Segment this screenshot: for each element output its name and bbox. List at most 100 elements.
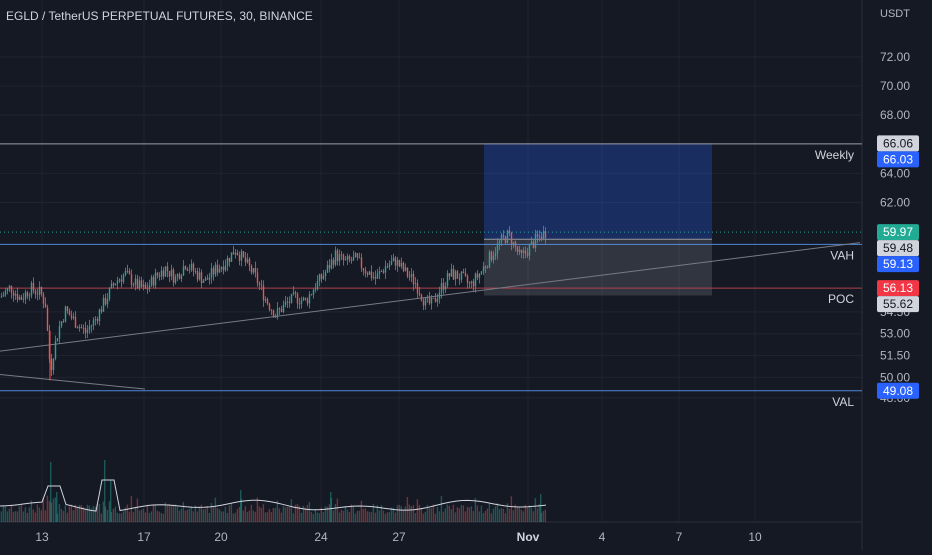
y-tick-label: 62.00: [880, 196, 910, 210]
volume-bar: [78, 504, 81, 522]
volume-bar: [402, 509, 405, 522]
candle-body: [312, 290, 315, 295]
candle-body: [498, 241, 501, 244]
volume-bar: [280, 512, 283, 522]
candle-body: [108, 288, 111, 299]
volume-bar: [0, 511, 3, 522]
volume-bar: [272, 508, 275, 522]
volume-bar: [450, 509, 453, 522]
volume-bar: [98, 503, 101, 522]
volume-bar: [532, 511, 535, 522]
volume-bar: [500, 508, 503, 522]
volume-bar: [470, 506, 473, 522]
volume-bar: [150, 511, 153, 522]
volume-bar: [344, 506, 347, 522]
candle-body: [524, 250, 527, 254]
volume-bar: [442, 511, 445, 522]
volume-bar: [240, 490, 242, 522]
volume-bar: [504, 513, 507, 522]
candle-body: [326, 265, 329, 273]
volume-bar: [540, 494, 542, 522]
candle-body: [410, 274, 413, 277]
candle-body: [324, 272, 327, 277]
volume-bar: [510, 496, 513, 522]
volume-bar: [422, 513, 425, 522]
volume-bar: [212, 507, 215, 522]
candle-body: [292, 292, 295, 294]
candle-body: [442, 283, 445, 290]
y-tick-label: 68.00: [880, 108, 910, 122]
candle-body: [238, 255, 241, 261]
volume-bar: [136, 498, 139, 522]
volume-bar: [462, 505, 465, 522]
candle-body: [350, 259, 353, 261]
candle-body: [64, 306, 67, 322]
candle-body: [392, 257, 395, 262]
candle-body: [116, 280, 119, 284]
volume-bar: [476, 505, 479, 522]
volume-bar: [518, 506, 521, 522]
candle-body: [164, 266, 167, 277]
position-target-zone[interactable]: [484, 143, 712, 240]
volume-bar: [146, 504, 149, 522]
volume-bar: [94, 506, 97, 522]
volume-bar: [20, 504, 23, 522]
candle-body: [514, 241, 517, 247]
candle-body: [332, 259, 335, 265]
price-badge-label: 59.97: [883, 225, 913, 239]
volume-bar: [16, 511, 19, 522]
volume-bar: [134, 506, 137, 522]
volume-bar: [130, 495, 133, 522]
candle-body: [544, 231, 547, 238]
candle-body: [128, 270, 131, 275]
volume-bar: [236, 508, 239, 522]
volume-bar: [122, 511, 125, 522]
candle-body: [38, 286, 41, 295]
candle-body: [260, 284, 263, 286]
volume-bar: [34, 512, 37, 522]
volume-bar: [244, 506, 247, 522]
volume-bar: [168, 504, 171, 522]
volume-bar: [48, 500, 51, 522]
price-badge-label: 49.08: [883, 384, 913, 398]
candle-body: [204, 278, 207, 281]
volume-bar: [444, 508, 447, 522]
candle-body: [230, 252, 233, 262]
candle-body: [428, 297, 431, 304]
trendline[interactable]: [0, 242, 861, 352]
level-label-val: VAL: [832, 395, 854, 409]
volume-bar: [162, 513, 165, 522]
price-badge: [877, 296, 919, 313]
candle-body: [184, 266, 187, 270]
candle-body: [408, 276, 411, 278]
position-stop-zone[interactable]: [484, 239, 712, 296]
volume-bar: [158, 511, 161, 522]
volume-bar: [120, 513, 123, 522]
candle-body: [32, 282, 35, 291]
candle-body: [340, 254, 343, 256]
volume-bar: [418, 504, 421, 522]
candle-body: [338, 254, 341, 262]
price-badge: [877, 256, 919, 273]
x-tick-label: 24: [314, 530, 328, 544]
volume-bar: [454, 512, 457, 522]
volume-bar: [420, 508, 423, 522]
price-badge-label: 66.06: [883, 136, 913, 150]
volume-bar: [6, 511, 9, 522]
candle-body: [240, 251, 243, 261]
volume-bar: [132, 512, 135, 522]
trendline[interactable]: [0, 373, 146, 390]
candle-body: [70, 315, 73, 319]
volume-bar: [62, 510, 65, 522]
candle-body: [20, 296, 23, 300]
volume-bar: [118, 513, 121, 522]
volume-bar: [152, 504, 155, 522]
volume-bar: [22, 511, 25, 522]
candle-body: [360, 257, 363, 269]
candle-body: [424, 298, 427, 306]
price-badge-label: 55.62: [883, 297, 913, 311]
candle-body: [214, 264, 217, 275]
candle-body: [504, 236, 507, 243]
